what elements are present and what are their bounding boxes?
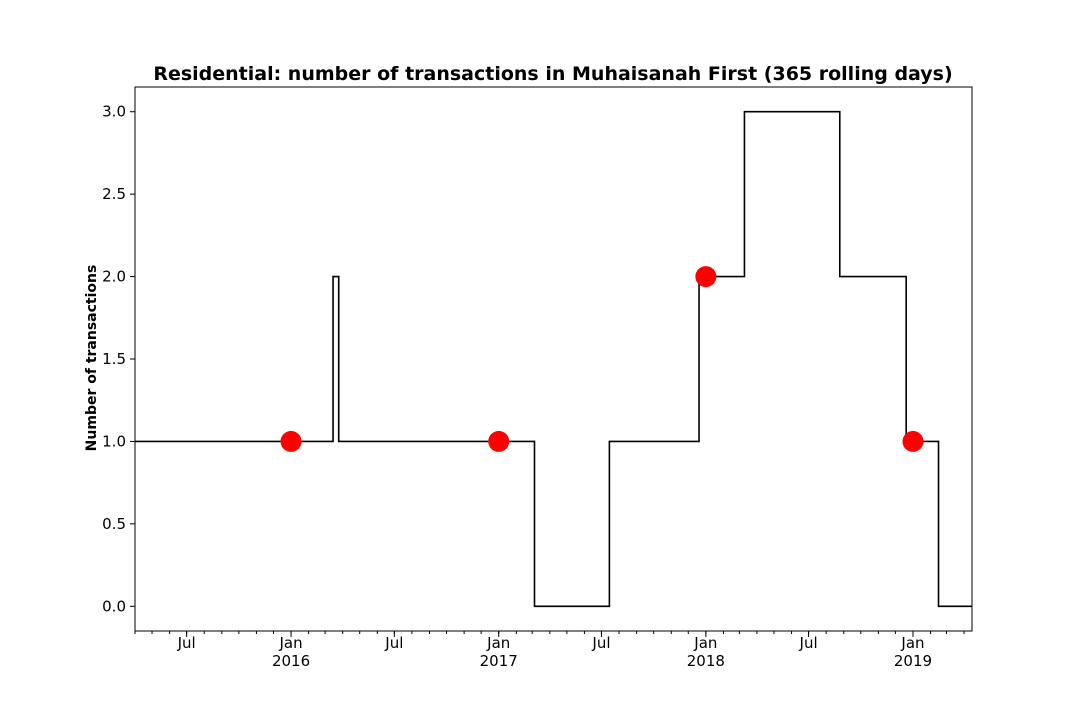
y-tick-label: 1.5 [102,350,126,368]
y-axis-label: Number of transactions [84,265,100,452]
x-tick-year-label: 2017 [480,652,518,670]
x-tick-label: Jul [384,634,403,652]
y-tick-label: 0.0 [102,597,126,615]
chart-title: Residential: number of transactions in M… [153,63,952,85]
y-tick-label: 2.0 [102,268,126,286]
x-tick-label: Jul [177,634,196,652]
x-tick-year-label: 2019 [894,652,932,670]
series-line [135,110,972,608]
y-tick-label: 3.0 [102,103,126,121]
plot-area [134,86,973,632]
x-tick-label: Jan [900,634,924,652]
y-tick-label: 2.5 [102,185,126,203]
data-point-marker [280,430,302,452]
data-point-marker [902,430,924,452]
x-tick-year-label: 2016 [272,652,310,670]
x-tick-label: Jul [591,634,610,652]
x-tick-label: Jan [693,634,717,652]
x-tick-label: Jul [799,634,818,652]
data-point-marker [695,266,717,288]
y-tick-label: 0.5 [102,515,126,533]
x-tick-label: Jan [278,634,302,652]
x-tick-label: Jan [486,634,510,652]
y-tick-label: 1.0 [102,432,126,450]
y-ticks: 0.0 0.5 1.0 1.5 2.0 2.5 3.0 [102,103,135,615]
x-tick-year-label: 2018 [687,652,725,670]
data-point-marker [488,430,510,452]
series-layer [135,110,972,608]
